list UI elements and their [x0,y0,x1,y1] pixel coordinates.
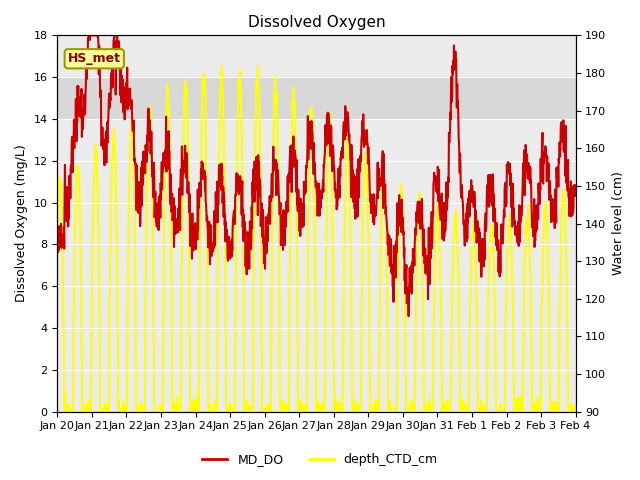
Y-axis label: Water level (cm): Water level (cm) [612,171,625,276]
Title: Dissolved Oxygen: Dissolved Oxygen [248,15,385,30]
Text: HS_met: HS_met [68,52,121,65]
Y-axis label: Dissolved Oxygen (mg/L): Dissolved Oxygen (mg/L) [15,144,28,302]
Legend: MD_DO, depth_CTD_cm: MD_DO, depth_CTD_cm [197,448,443,471]
Bar [58,77,575,119]
